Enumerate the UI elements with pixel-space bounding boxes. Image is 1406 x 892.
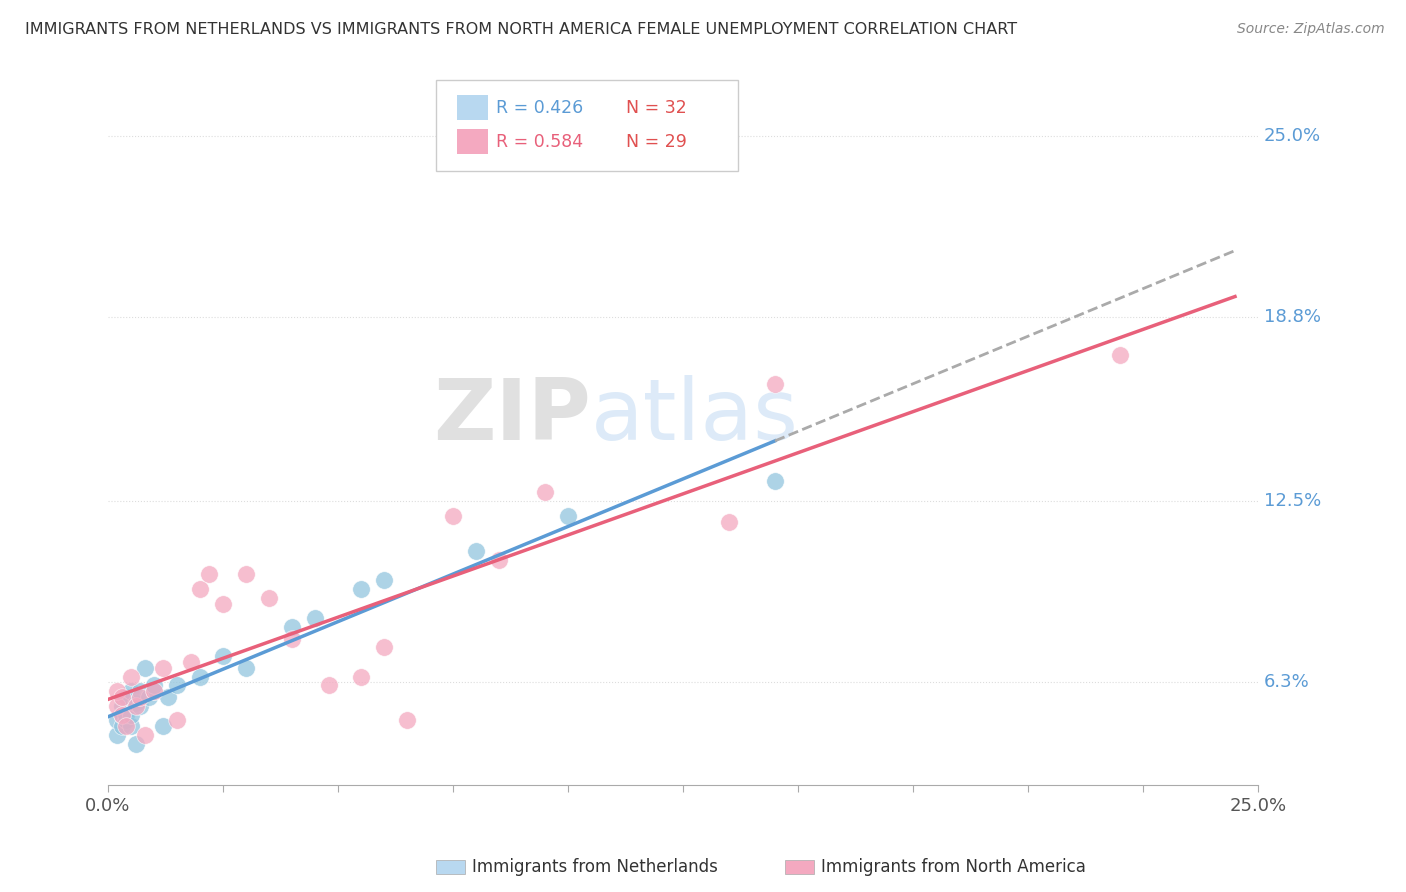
Point [152, 661, 174, 675]
Point [138, 690, 160, 704]
Point [129, 698, 152, 713]
Point [188, 582, 211, 596]
Point [111, 707, 134, 722]
Point [395, 714, 418, 728]
Text: 12.5%: 12.5% [1264, 492, 1322, 510]
Point [763, 474, 786, 488]
Text: N = 32: N = 32 [626, 99, 686, 117]
Point [717, 515, 740, 529]
Point [134, 728, 156, 742]
Point [441, 508, 464, 523]
Point [111, 690, 134, 704]
Point [166, 678, 188, 692]
Point [235, 661, 257, 675]
Point [124, 696, 146, 710]
Point [198, 567, 221, 582]
Point [350, 670, 373, 684]
Point [105, 728, 128, 742]
Point [373, 640, 395, 655]
Point [257, 591, 280, 605]
Point [180, 655, 202, 669]
Point [129, 690, 152, 704]
Point [143, 684, 166, 698]
Point [212, 649, 235, 664]
Point [373, 573, 395, 587]
Text: Immigrants from Netherlands: Immigrants from Netherlands [472, 858, 718, 876]
Text: Source: ZipAtlas.com: Source: ZipAtlas.com [1237, 22, 1385, 37]
Point [115, 719, 138, 733]
Text: N = 29: N = 29 [626, 133, 686, 151]
Point [281, 632, 304, 646]
Point [111, 698, 134, 713]
Point [465, 544, 488, 558]
Point [557, 508, 579, 523]
Point [534, 485, 557, 500]
Text: R = 0.426: R = 0.426 [496, 99, 583, 117]
Point [143, 678, 166, 692]
Point [120, 684, 142, 698]
Point [134, 661, 156, 675]
Point [115, 714, 138, 728]
Text: Immigrants from North America: Immigrants from North America [821, 858, 1085, 876]
Point [1109, 348, 1132, 362]
Point [120, 719, 142, 733]
Point [115, 690, 138, 704]
Point [350, 582, 373, 596]
Point [304, 611, 326, 625]
Point [212, 597, 235, 611]
Text: 25.0%: 25.0% [1264, 127, 1320, 145]
Point [318, 678, 340, 692]
Point [488, 552, 510, 566]
Text: 6.3%: 6.3% [1264, 673, 1309, 691]
Point [152, 719, 174, 733]
Point [166, 714, 188, 728]
Text: atlas: atlas [591, 376, 799, 458]
Point [120, 707, 142, 722]
Point [105, 684, 128, 698]
Point [143, 684, 166, 698]
Text: R = 0.584: R = 0.584 [496, 133, 583, 151]
Point [115, 707, 138, 722]
Point [763, 377, 786, 392]
Text: IMMIGRANTS FROM NETHERLANDS VS IMMIGRANTS FROM NORTH AMERICA FEMALE UNEMPLOYMENT: IMMIGRANTS FROM NETHERLANDS VS IMMIGRANT… [25, 22, 1018, 37]
Point [281, 620, 304, 634]
Point [111, 707, 134, 722]
Point [105, 714, 128, 728]
Text: 18.8%: 18.8% [1264, 308, 1320, 326]
Point [111, 719, 134, 733]
Point [156, 690, 179, 704]
Point [129, 684, 152, 698]
Point [235, 567, 257, 582]
Point [105, 698, 128, 713]
Point [124, 698, 146, 713]
Point [124, 737, 146, 751]
Point [188, 670, 211, 684]
Point [120, 670, 142, 684]
Text: ZIP: ZIP [433, 376, 591, 458]
